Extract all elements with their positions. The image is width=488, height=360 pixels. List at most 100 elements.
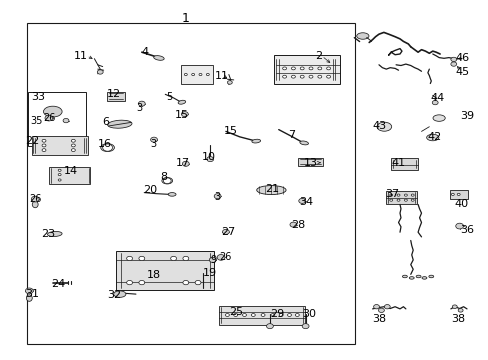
Ellipse shape: [26, 295, 32, 301]
Text: 11: 11: [74, 51, 88, 61]
Circle shape: [451, 305, 456, 309]
Circle shape: [317, 67, 321, 70]
Text: 24: 24: [51, 279, 65, 289]
Text: 17: 17: [176, 158, 190, 168]
Ellipse shape: [415, 275, 420, 278]
Bar: [449, 190, 468, 199]
Text: 11: 11: [215, 71, 229, 81]
Bar: [273, 55, 339, 84]
Circle shape: [404, 194, 407, 196]
Circle shape: [139, 280, 144, 285]
Circle shape: [42, 149, 46, 152]
Circle shape: [270, 314, 274, 316]
Text: 26: 26: [43, 113, 55, 123]
Circle shape: [191, 73, 194, 76]
Circle shape: [295, 314, 299, 316]
Bar: [106, 92, 125, 101]
Circle shape: [457, 309, 462, 312]
Circle shape: [396, 199, 399, 201]
Ellipse shape: [113, 291, 125, 297]
Ellipse shape: [107, 120, 132, 128]
Circle shape: [279, 314, 283, 316]
Ellipse shape: [421, 276, 426, 279]
Text: 26: 26: [219, 252, 231, 262]
Circle shape: [71, 139, 75, 142]
Text: 46: 46: [455, 53, 469, 63]
Circle shape: [42, 144, 46, 147]
Bar: [298, 158, 322, 166]
Text: 37: 37: [385, 189, 399, 199]
Bar: [28, 92, 85, 146]
Circle shape: [25, 288, 33, 294]
Circle shape: [206, 73, 209, 76]
Circle shape: [195, 280, 201, 285]
Text: 2: 2: [315, 51, 322, 61]
Circle shape: [126, 280, 132, 285]
Circle shape: [181, 112, 188, 117]
Text: 31: 31: [25, 289, 40, 300]
Circle shape: [455, 223, 463, 229]
Circle shape: [58, 174, 61, 176]
Circle shape: [217, 255, 224, 260]
Text: 45: 45: [455, 67, 469, 77]
Ellipse shape: [426, 134, 438, 141]
Circle shape: [410, 199, 413, 201]
Circle shape: [227, 81, 232, 84]
Circle shape: [291, 67, 295, 70]
Circle shape: [282, 67, 286, 70]
Text: 3: 3: [136, 103, 142, 113]
Text: 16: 16: [98, 139, 112, 149]
Text: 20: 20: [142, 185, 157, 195]
Ellipse shape: [408, 276, 413, 279]
Circle shape: [389, 199, 392, 201]
Text: 3: 3: [150, 139, 156, 149]
Circle shape: [308, 75, 312, 78]
Circle shape: [326, 75, 330, 78]
Circle shape: [233, 314, 237, 316]
Ellipse shape: [168, 193, 176, 196]
Circle shape: [373, 305, 379, 309]
Circle shape: [266, 324, 273, 329]
Circle shape: [378, 308, 384, 312]
Ellipse shape: [376, 122, 391, 131]
Bar: [27, 23, 354, 344]
Circle shape: [450, 193, 453, 195]
Text: 38: 38: [450, 314, 464, 324]
Circle shape: [42, 139, 46, 142]
Ellipse shape: [402, 275, 407, 278]
Circle shape: [139, 256, 144, 261]
Circle shape: [384, 305, 389, 309]
Ellipse shape: [299, 141, 308, 145]
Circle shape: [300, 75, 304, 78]
Text: 15: 15: [223, 126, 237, 136]
Text: 29: 29: [269, 309, 284, 319]
Circle shape: [163, 178, 171, 184]
Circle shape: [58, 179, 61, 181]
Circle shape: [183, 280, 188, 285]
Circle shape: [308, 67, 312, 70]
Text: 42: 42: [427, 132, 441, 142]
Circle shape: [287, 314, 291, 316]
Text: 28: 28: [290, 220, 305, 230]
Circle shape: [456, 193, 459, 195]
Circle shape: [389, 194, 392, 196]
Text: 15: 15: [174, 110, 188, 120]
Text: 43: 43: [372, 121, 386, 131]
Circle shape: [209, 257, 216, 262]
Text: 36: 36: [460, 225, 474, 235]
Bar: [219, 306, 304, 325]
Text: 12: 12: [106, 89, 121, 99]
Circle shape: [182, 161, 189, 166]
Circle shape: [58, 169, 61, 171]
Text: 10: 10: [201, 152, 215, 162]
Circle shape: [450, 62, 456, 66]
Circle shape: [71, 144, 75, 147]
Bar: [49, 167, 90, 184]
Circle shape: [199, 73, 202, 76]
Circle shape: [102, 144, 112, 151]
Circle shape: [31, 196, 39, 202]
Text: 19: 19: [203, 267, 217, 278]
Text: 13: 13: [304, 158, 318, 168]
Circle shape: [138, 101, 145, 106]
Text: 9: 9: [210, 255, 216, 265]
